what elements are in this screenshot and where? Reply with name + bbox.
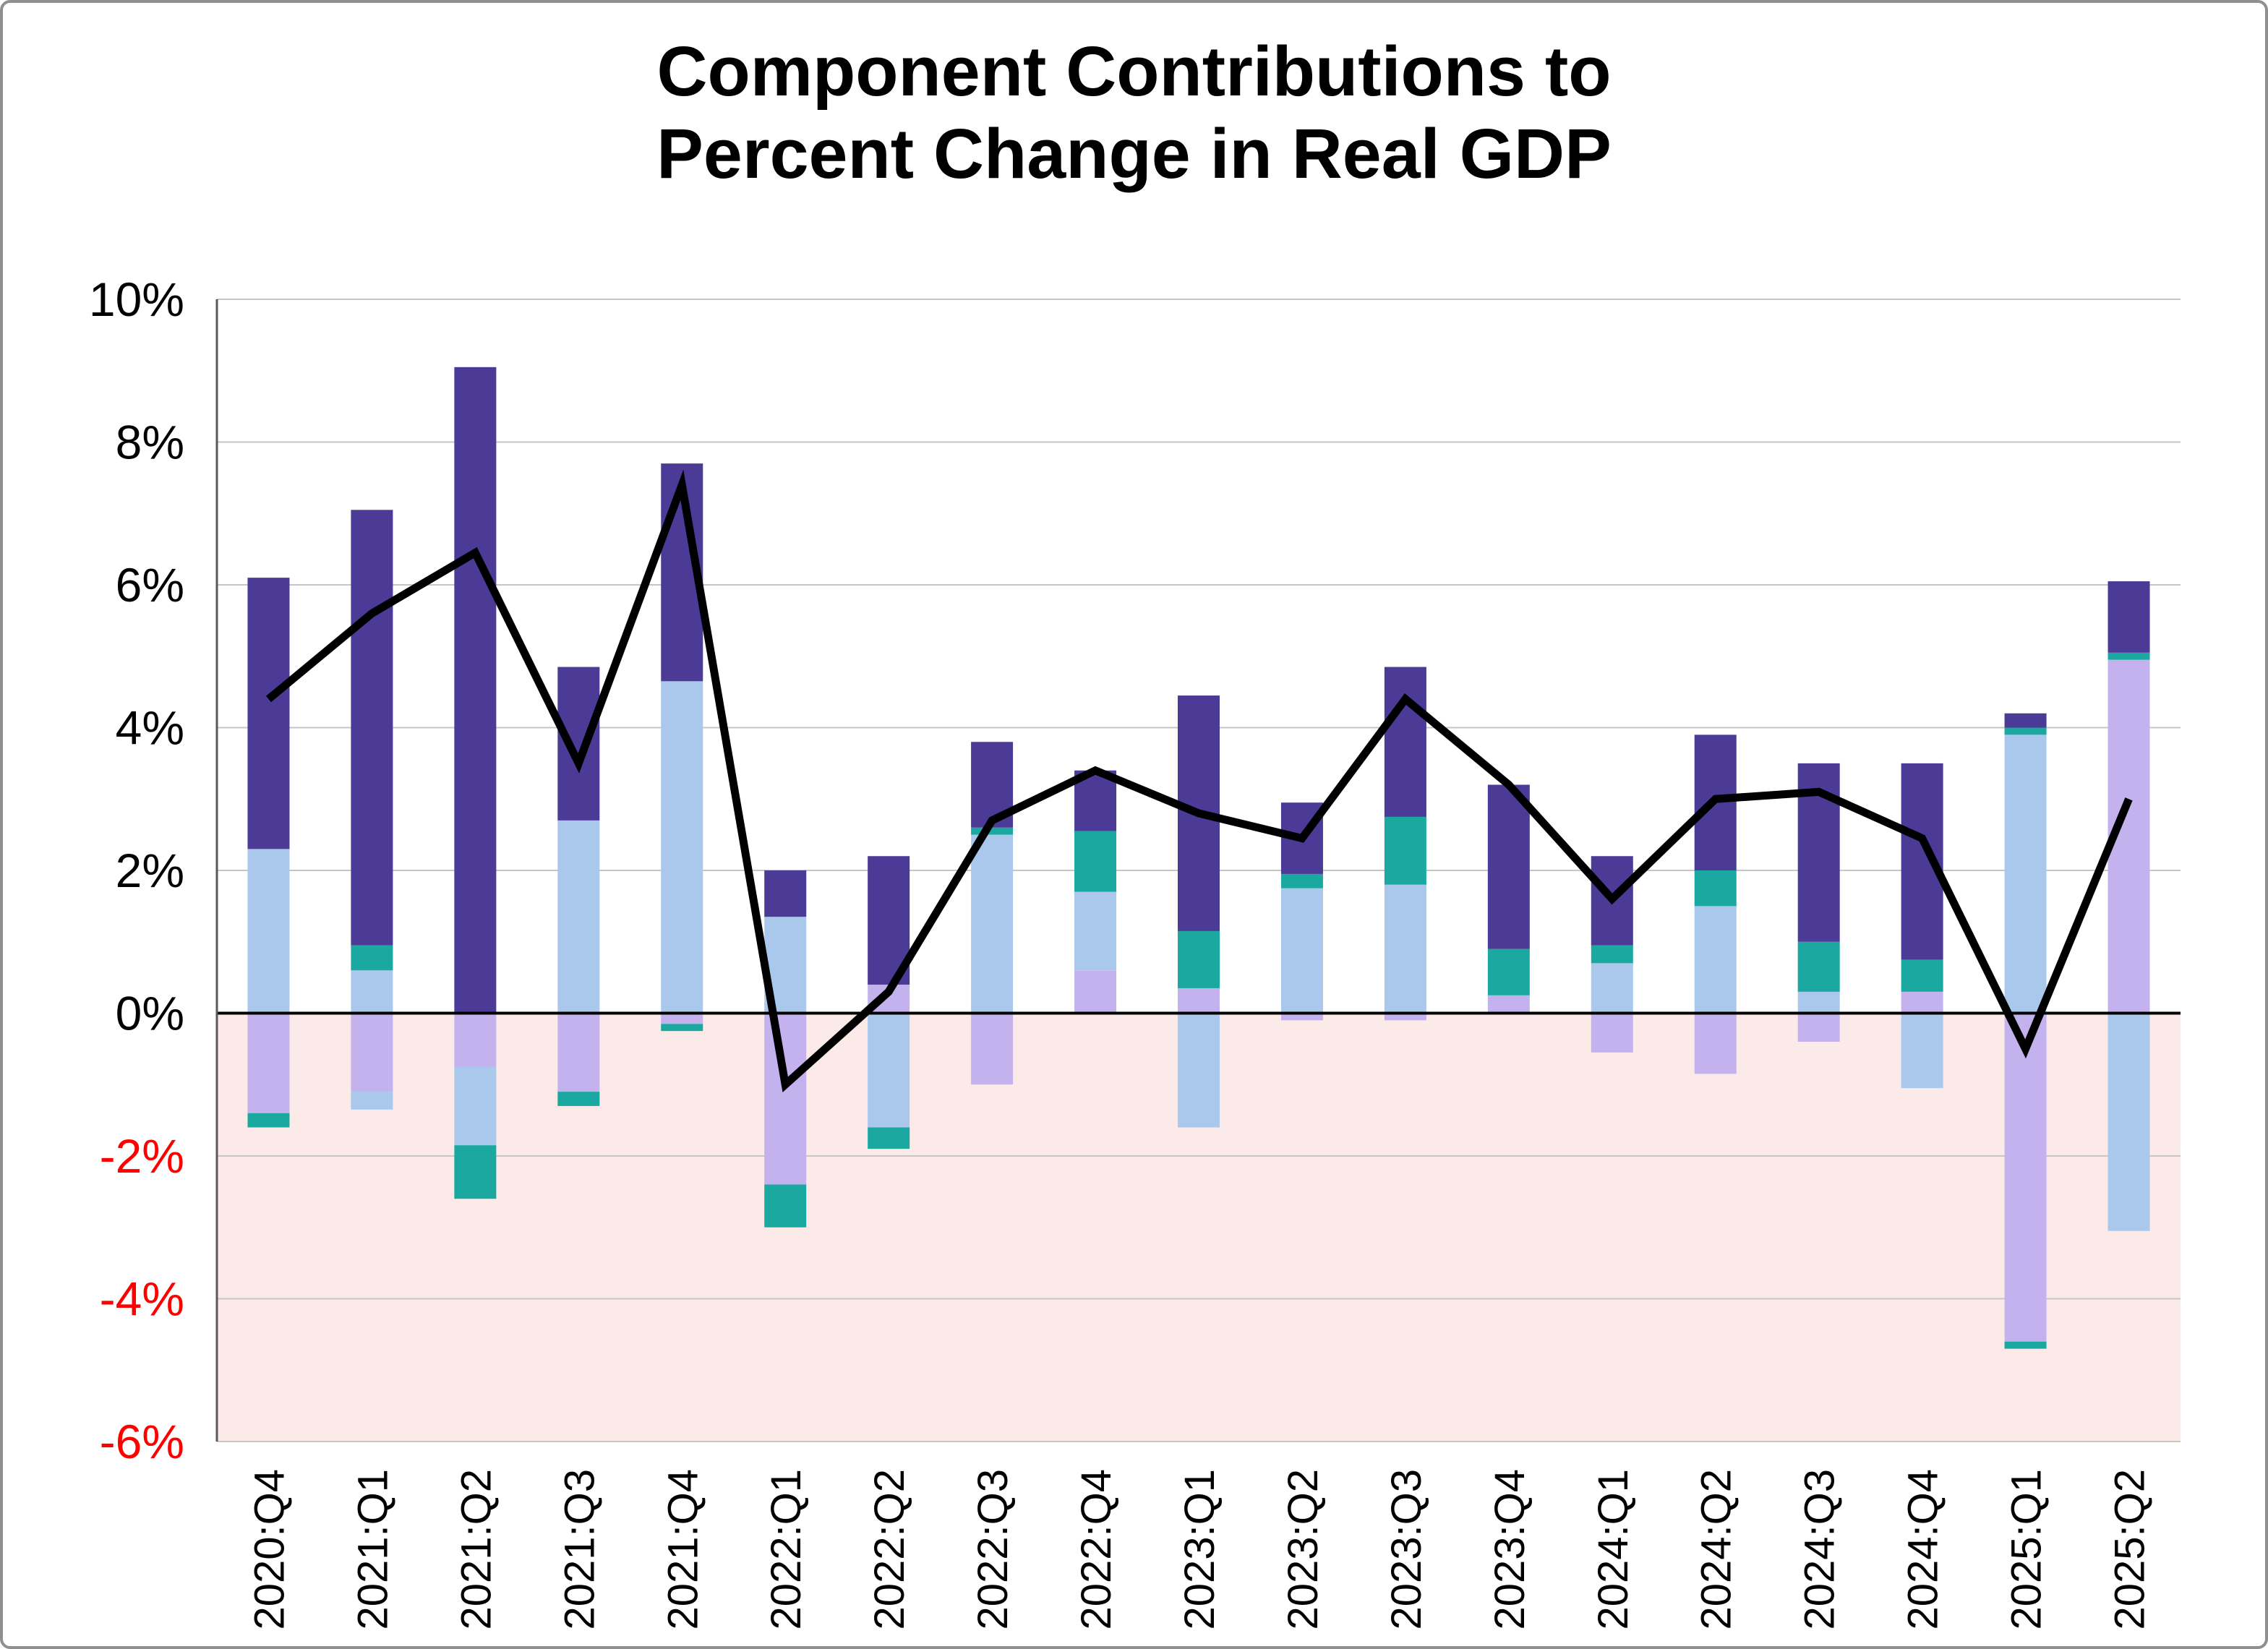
- bar-segment-lavender: [454, 1013, 497, 1067]
- y-tick-label: 2%: [116, 844, 184, 897]
- bar-segment-lavender: [1591, 1013, 1633, 1053]
- chart-title-line-1: Component Contributions to: [656, 32, 1612, 111]
- bar-segment-teal: [1591, 945, 1633, 964]
- bar-segment-lavender: [1178, 988, 1220, 1014]
- bar-segment-lightBlue: [1797, 991, 1840, 1014]
- bar-segment-lightBlue: [1591, 963, 1633, 1014]
- y-tick-label: -2%: [100, 1129, 184, 1183]
- x-tick-label: 2024:Q4: [1900, 1469, 1947, 1630]
- chart-title-line-2: Percent Change in Real GDP: [656, 114, 1612, 194]
- x-tick-label: 2022:Q4: [1073, 1469, 1120, 1630]
- bar-segment-lavender: [1901, 991, 1943, 1014]
- bar-segment-lightBlue: [971, 834, 1014, 1014]
- bar-segment-darkPurple: [1384, 667, 1426, 817]
- bar-segment-teal: [1487, 948, 1530, 995]
- bar-segment-lavender: [971, 1013, 1014, 1085]
- x-tick-label: 2024:Q1: [1590, 1469, 1637, 1630]
- y-tick-label: 6%: [116, 558, 184, 612]
- bar-segment-teal: [971, 827, 1014, 835]
- bar-segment-lightBlue: [1384, 884, 1426, 1014]
- bar-segment-darkPurple: [557, 667, 600, 821]
- bar-segment-lavender: [2004, 1013, 2047, 1342]
- bar-segment-teal: [557, 1092, 600, 1106]
- bar-segment-teal: [247, 1113, 290, 1128]
- gdp-stacked-bar-line-chart: 10% 8% 6% 4% 2% 0% -2% -4% -6% 2020:Q4 2021:Q1 2021…: [89, 273, 2181, 1630]
- bar-segment-lavender: [247, 1013, 290, 1113]
- bar-segment-lavender: [1074, 970, 1117, 1014]
- bar-segment-lavender: [661, 1013, 703, 1024]
- bar-segment-darkPurple: [351, 510, 393, 946]
- bar-segment-teal: [1797, 941, 1840, 992]
- x-tick-label: 2021:Q1: [349, 1469, 396, 1630]
- bar-segment-lavender: [1797, 1013, 1840, 1042]
- bar-segment-teal: [1280, 873, 1323, 888]
- bar-segment-teal: [1694, 870, 1737, 907]
- x-tick-label: 2020:Q4: [246, 1469, 293, 1630]
- bar-segment-lightBlue: [2004, 734, 2047, 1014]
- real-gdp-growth-line: [265, 469, 2133, 1092]
- bar-segment-teal: [2004, 727, 2047, 735]
- bar-segment-lightBlue: [868, 1013, 910, 1128]
- x-tick-label: 2021:Q2: [453, 1469, 500, 1630]
- x-tick-label: 2024:Q2: [1693, 1469, 1740, 1630]
- bar-segment-teal: [351, 945, 393, 971]
- bar-segment-lavender: [351, 1013, 393, 1092]
- y-tick-label: 10%: [89, 273, 184, 326]
- x-tick-label: 2023:Q2: [1280, 1469, 1327, 1630]
- bar-segment-lavender: [1280, 1013, 1323, 1021]
- bar-segment-teal: [1901, 959, 1943, 992]
- bar-segment-lavender: [1487, 995, 1530, 1014]
- x-tick-label: 2024:Q3: [1797, 1469, 1844, 1630]
- bar-segment-teal: [2004, 1341, 2047, 1349]
- bar-segment-teal: [1178, 930, 1220, 988]
- bar-segment-lightBlue: [1074, 891, 1117, 971]
- bar-segment-lightBlue: [557, 820, 600, 1014]
- bar-segment-darkPurple: [1487, 784, 1530, 949]
- bar-segment-lightBlue: [2107, 1013, 2150, 1231]
- y-tick-label: 0%: [116, 987, 184, 1040]
- bar-segment-darkPurple: [247, 578, 290, 849]
- bar-segment-lavender: [1384, 1013, 1426, 1021]
- bar-segment-lightBlue: [1280, 888, 1323, 1014]
- bar-segment-lightBlue: [1694, 906, 1737, 1014]
- x-tick-label: 2023:Q4: [1486, 1469, 1533, 1630]
- x-tick-label: 2023:Q1: [1176, 1469, 1223, 1630]
- bar-segment-teal: [2107, 652, 2150, 660]
- x-tick-label: 2021:Q4: [659, 1469, 706, 1630]
- bar-segment-lightBlue: [247, 849, 290, 1014]
- bar-segment-darkPurple: [764, 870, 807, 917]
- y-tick-label: -6%: [100, 1415, 184, 1468]
- bar-segment-teal: [764, 1184, 807, 1228]
- bar-segment-darkPurple: [454, 367, 497, 1014]
- x-tick-label: 2022:Q2: [866, 1469, 913, 1630]
- x-tick-label: 2022:Q1: [763, 1469, 810, 1630]
- x-tick-label: 2021:Q3: [556, 1469, 603, 1630]
- bar-segment-lightBlue: [1901, 1013, 1943, 1089]
- y-tick-label: -4%: [100, 1272, 184, 1326]
- x-tick-label: 2022:Q3: [970, 1469, 1017, 1630]
- bar-segment-teal: [868, 1127, 910, 1149]
- bar-segment-lightBlue: [454, 1066, 497, 1146]
- y-tick-label: 4%: [116, 701, 184, 755]
- bar-segment-lavender: [764, 1013, 807, 1185]
- bar-segment-lightBlue: [351, 970, 393, 1014]
- bar-segment-lightBlue: [351, 1092, 393, 1110]
- bar-segment-teal: [454, 1145, 497, 1199]
- bar-segment-teal: [661, 1024, 703, 1032]
- bar-segment-lightBlue: [661, 681, 703, 1014]
- bar-segment-teal: [1074, 831, 1117, 892]
- bar-segment-lightBlue: [1178, 1013, 1220, 1128]
- bar-segment-darkPurple: [2107, 581, 2150, 653]
- bar-segment-lavender: [1694, 1013, 1737, 1074]
- y-tick-label: 8%: [116, 416, 184, 469]
- chart-title: Component Contributions to Percent Chang…: [3, 30, 2265, 196]
- x-tick-label: 2025:Q1: [2003, 1469, 2050, 1630]
- x-tick-label: 2023:Q3: [1383, 1469, 1430, 1630]
- x-tick-label: 2025:Q2: [2107, 1469, 2154, 1630]
- bar-segment-lavender: [557, 1013, 600, 1092]
- bar-segment-teal: [1384, 816, 1426, 885]
- bar-segment-darkPurple: [2004, 713, 2047, 728]
